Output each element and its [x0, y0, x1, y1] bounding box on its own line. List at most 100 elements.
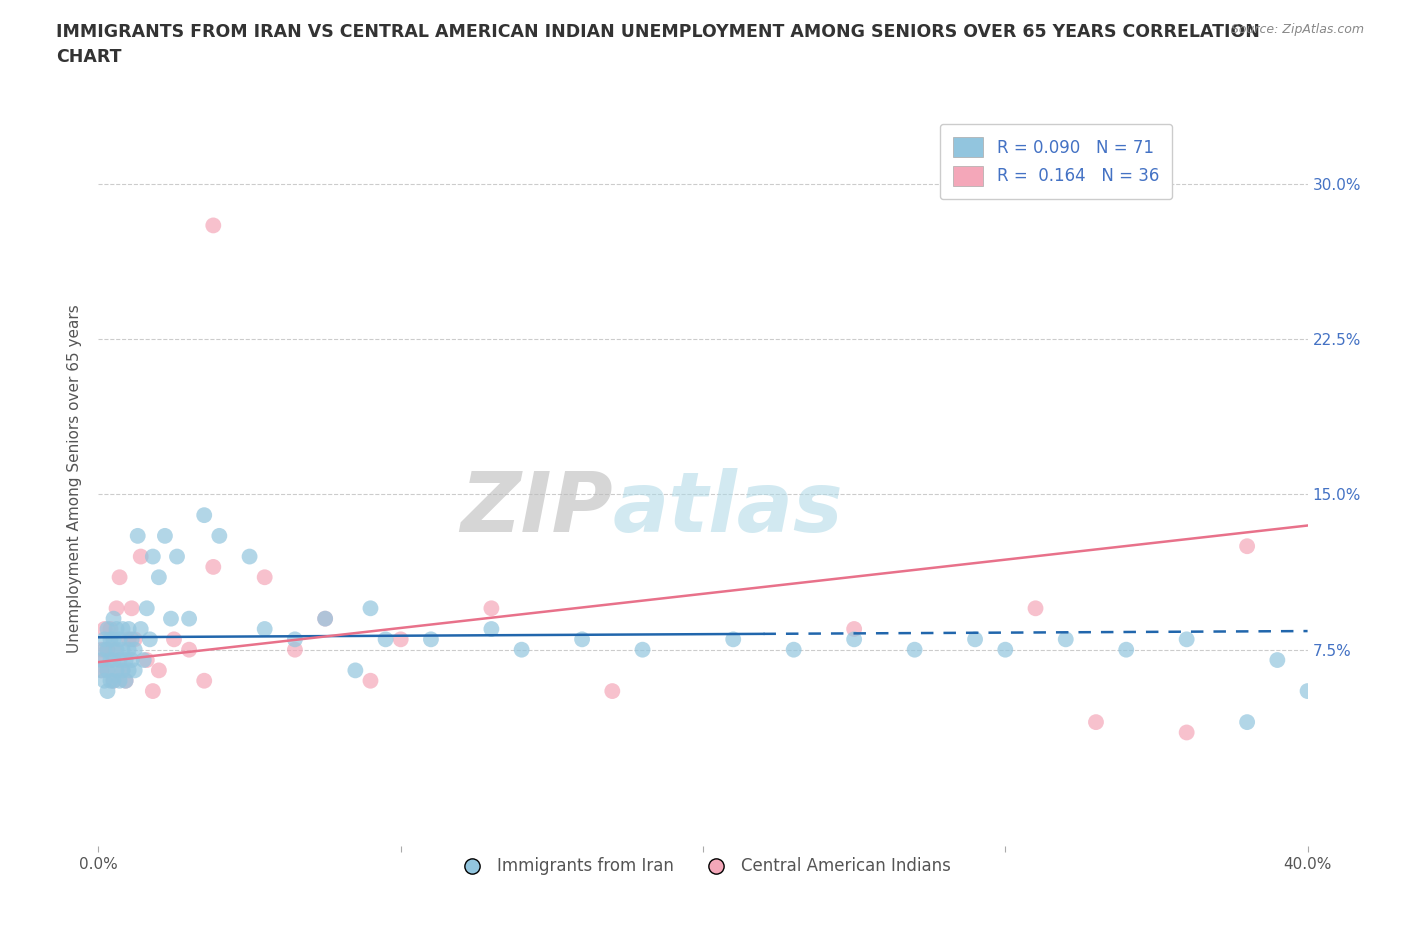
Point [1296, 684, 1319, 698]
Point [571, 631, 593, 646]
Point [96, 663, 118, 678]
Point [93, 643, 115, 658]
Point [96, 621, 118, 636]
Point [631, 643, 654, 658]
Point [90, 653, 112, 668]
Point [1054, 631, 1077, 646]
Point [284, 631, 307, 646]
Point [100, 653, 122, 668]
Point [314, 611, 336, 626]
Point [142, 684, 165, 698]
Point [124, 631, 146, 646]
Point [103, 643, 125, 658]
Point [389, 631, 412, 646]
Point [108, 570, 131, 585]
Point [723, 631, 745, 646]
Point [153, 528, 176, 543]
Point [1175, 725, 1198, 740]
Point [96, 684, 118, 698]
Point [90, 643, 112, 658]
Point [239, 549, 262, 564]
Point [118, 643, 141, 658]
Point [1236, 538, 1258, 553]
Text: CHART: CHART [56, 48, 122, 66]
Point [202, 218, 225, 232]
Point [344, 663, 367, 678]
Point [132, 653, 155, 668]
Point [111, 621, 134, 636]
Point [108, 653, 131, 668]
Point [783, 643, 806, 658]
Point [100, 673, 122, 688]
Legend: Immigrants from Iran, Central American Indians: Immigrants from Iran, Central American I… [449, 851, 957, 882]
Point [108, 631, 131, 646]
Point [253, 621, 276, 636]
Point [148, 663, 170, 678]
Point [994, 643, 1017, 658]
Point [105, 621, 128, 636]
Point [1267, 653, 1289, 668]
Point [374, 631, 396, 646]
Point [160, 611, 183, 626]
Point [510, 643, 533, 658]
Point [360, 601, 382, 616]
Point [103, 631, 125, 646]
Point [103, 673, 125, 688]
Point [103, 653, 125, 668]
Point [118, 631, 141, 646]
Point [103, 673, 125, 688]
Point [111, 663, 134, 678]
Point [202, 560, 225, 575]
Point [108, 673, 131, 688]
Point [100, 631, 122, 646]
Point [124, 643, 146, 658]
Point [100, 621, 122, 636]
Point [103, 611, 125, 626]
Point [90, 663, 112, 678]
Point [93, 673, 115, 688]
Point [111, 663, 134, 678]
Point [360, 673, 382, 688]
Point [105, 663, 128, 678]
Point [90, 663, 112, 678]
Point [127, 528, 149, 543]
Text: Source: ZipAtlas.com: Source: ZipAtlas.com [1230, 23, 1364, 36]
Point [844, 621, 866, 636]
Point [284, 643, 307, 658]
Point [135, 653, 157, 668]
Point [148, 570, 170, 585]
Point [114, 673, 136, 688]
Point [118, 663, 141, 678]
Point [1236, 714, 1258, 729]
Point [1175, 631, 1198, 646]
Point [1085, 714, 1108, 729]
Point [129, 621, 152, 636]
Point [105, 601, 128, 616]
Point [193, 673, 215, 688]
Point [965, 631, 987, 646]
Point [121, 601, 143, 616]
Text: atlas: atlas [613, 468, 844, 549]
Point [1115, 643, 1137, 658]
Point [253, 570, 276, 585]
Point [602, 684, 624, 698]
Point [93, 653, 115, 668]
Text: IMMIGRANTS FROM IRAN VS CENTRAL AMERICAN INDIAN UNEMPLOYMENT AMONG SENIORS OVER : IMMIGRANTS FROM IRAN VS CENTRAL AMERICAN… [56, 23, 1260, 41]
Point [114, 673, 136, 688]
Point [481, 621, 503, 636]
Point [96, 663, 118, 678]
Point [1024, 601, 1046, 616]
Point [193, 508, 215, 523]
Point [96, 643, 118, 658]
Point [93, 621, 115, 636]
Point [314, 611, 336, 626]
Point [105, 643, 128, 658]
Point [179, 643, 201, 658]
Point [129, 549, 152, 564]
Point [93, 631, 115, 646]
Point [121, 653, 143, 668]
Point [135, 601, 157, 616]
Point [844, 631, 866, 646]
Point [96, 643, 118, 658]
Point [118, 621, 141, 636]
